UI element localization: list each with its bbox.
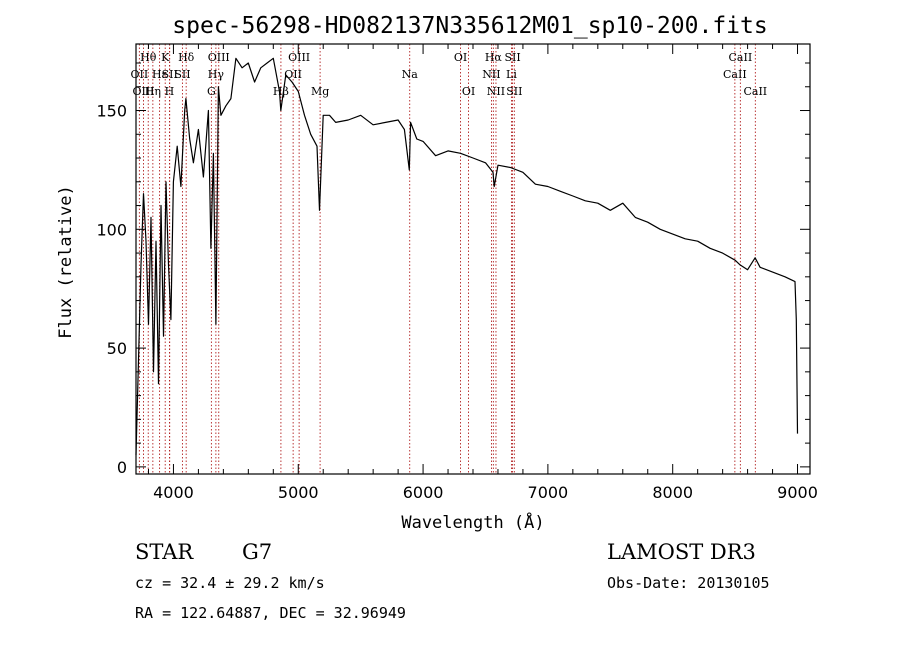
line-markers bbox=[138, 44, 756, 474]
line-label-24: Li bbox=[506, 68, 517, 81]
line-label-22: NII bbox=[487, 85, 505, 98]
line-label-27: CaII bbox=[723, 68, 747, 81]
object-class: STAR bbox=[135, 540, 194, 564]
spectrum-series bbox=[135, 57, 799, 456]
observation-date: Obs-Date: 20130105 bbox=[607, 574, 770, 592]
line-label-16: Mg bbox=[311, 85, 329, 98]
y-tick-label: 0 bbox=[117, 458, 127, 477]
x-tick-label: 7000 bbox=[528, 483, 569, 502]
x-tick-label: 8000 bbox=[652, 483, 693, 502]
x-tick-label: 5000 bbox=[278, 483, 319, 502]
line-label-4: K bbox=[161, 51, 170, 64]
x-tick-label: 6000 bbox=[403, 483, 444, 502]
line-label-21: NII bbox=[482, 68, 500, 81]
x-axis: 4000 5000 6000 7000 8000 9000 bbox=[147, 44, 818, 502]
y-tick-label: 150 bbox=[96, 102, 127, 121]
y-axis-label: Flux (relative) bbox=[56, 185, 76, 339]
coordinates: RA = 122.64887, DEC = 32.96949 bbox=[135, 604, 406, 622]
line-label-0: Hθ bbox=[140, 51, 157, 64]
y-axis: 0 50 100 150 bbox=[96, 62, 810, 477]
line-label-8: Hδ bbox=[178, 51, 195, 64]
line-label-3: Hη bbox=[145, 85, 161, 98]
line-label-14: OII bbox=[284, 68, 302, 81]
x-axis-label: Wavelength (Å) bbox=[401, 511, 544, 533]
x-tick-label: 4000 bbox=[153, 483, 194, 502]
line-label-6: SII bbox=[162, 68, 178, 81]
redshift-velocity: cz = 32.4 ± 29.2 km/s bbox=[135, 574, 325, 592]
survey-name: LAMOST DR3 bbox=[607, 540, 756, 564]
y-tick-label: 100 bbox=[96, 220, 127, 239]
line-label-13: OIII bbox=[288, 51, 310, 64]
line-label-25: SII bbox=[506, 85, 522, 98]
plot-frame bbox=[135, 43, 811, 475]
line-label-28: CaII bbox=[743, 85, 767, 98]
line-label-18: OI bbox=[454, 51, 467, 64]
line-label-2: OIII bbox=[132, 85, 154, 98]
x-tick-label: 9000 bbox=[777, 483, 818, 502]
line-label-7: H bbox=[165, 85, 175, 98]
y-tick-label: 50 bbox=[107, 339, 127, 358]
spectral-subclass: G7 bbox=[242, 540, 273, 564]
line-label-11: Hγ bbox=[208, 68, 225, 81]
line-label-23: SII bbox=[504, 51, 520, 64]
line-label-12: G bbox=[207, 85, 216, 98]
spectrum-line bbox=[135, 57, 799, 456]
line-label-19: OI bbox=[462, 85, 475, 98]
line-label-15: Hβ bbox=[273, 85, 289, 98]
line-label-20: Hα bbox=[485, 51, 503, 64]
line-label-26: CaII bbox=[729, 51, 753, 64]
line-label-10: OIII bbox=[208, 51, 230, 64]
line-label-9: SII bbox=[174, 68, 190, 81]
line-label-1: OII bbox=[131, 68, 149, 81]
line-label-17: Na bbox=[402, 68, 419, 81]
line-label-5: Hε bbox=[152, 68, 168, 81]
chart-title: spec-56298-HD082137N335612M01_sp10-200.f… bbox=[172, 13, 767, 39]
